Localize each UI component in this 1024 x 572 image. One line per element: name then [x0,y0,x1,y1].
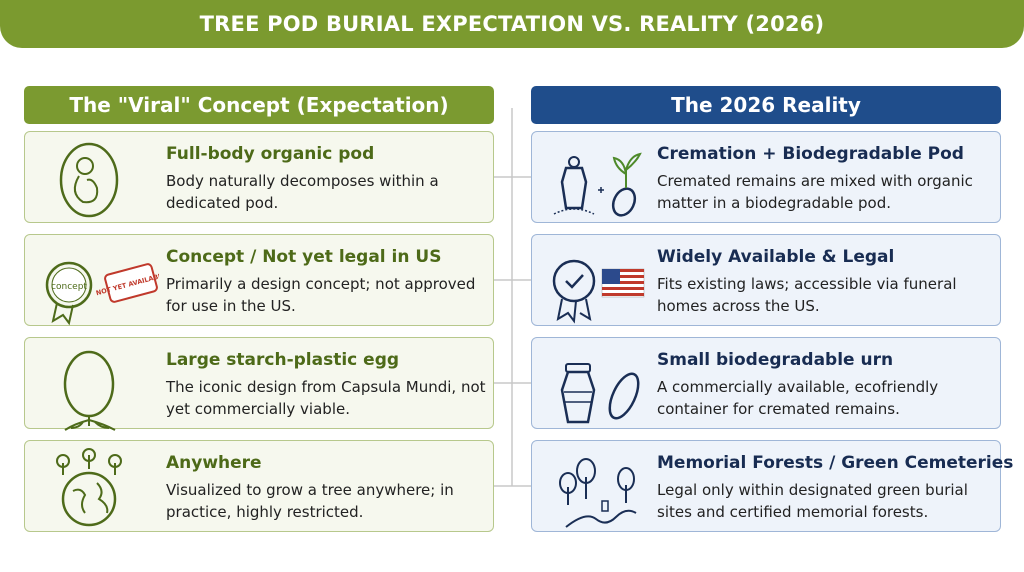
icon [63,350,116,431]
right-card: Small biodegradable urn A commercially av… [531,337,1001,429]
right-card: Memorial Forests / Green Cemeteries Legal… [531,440,1013,532]
card-title: Full-body organic pod [166,144,375,164]
card-text: Primarily a design concept; not approved… [166,275,476,315]
card-title: Concept / Not yet legal in US [166,247,442,267]
right-heading: The 2026 Reality [531,86,1001,124]
left-card: Anywhere Visualized to grow a tree anywhe… [24,440,494,532]
icon [553,152,642,217]
left-heading: The "Viral" Concept (Expectation) [24,86,494,124]
card-text: Legal only within designated green buria… [657,481,968,521]
card-title: Widely Available & Legal [657,247,895,267]
card-title: Small biodegradable urn [657,350,894,370]
left-card: Large starch-plastic egg The iconic desig… [24,337,494,431]
card-text: A commercially available, ecofriendly co… [657,378,939,418]
icon: concept NOT YET AVAILABLE [45,261,159,326]
right-card: Widely Available & Legal Fits existing la… [531,234,1001,326]
badge-text: concept [51,282,87,292]
card-text: Fits existing laws; accessible via funer… [657,275,957,315]
card-text: The iconic design from Capsula Mundi, no… [166,378,486,418]
icon [552,259,645,324]
card-title: Anywhere [166,453,262,473]
connector-stubs [493,176,531,487]
icon [56,448,122,527]
left-card: Full-body organic pod Body naturally deco… [24,131,494,223]
card-text: Cremated remains are mixed with organic … [657,172,973,212]
card-title: Large starch-plastic egg [166,350,400,370]
icon [59,142,119,218]
card-title: Cremation + Biodegradable Pod [657,144,964,164]
card-text: Visualized to grow a tree anywhere; in p… [166,481,454,521]
card-title: Memorial Forests / Green Cemeteries [657,453,1014,473]
card-text: Body naturally decomposes within a dedic… [166,172,439,212]
title-bar: TREE POD BURIAL EXPECTATION VS. REALITY … [0,0,1024,48]
right-card: Cremation + Biodegradable Pod Cremated re… [531,131,1001,223]
left-card: concept NOT YET AVAILABLE Concept / Not ye… [24,234,494,326]
icon [560,363,640,424]
icon [559,458,637,528]
